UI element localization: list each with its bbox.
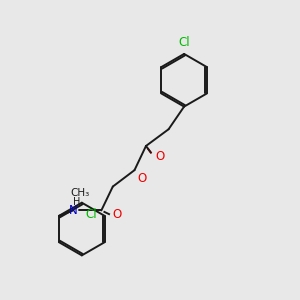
Text: O: O — [138, 172, 147, 185]
Text: Cl: Cl — [85, 208, 97, 221]
Text: N: N — [68, 204, 77, 217]
Text: CH₃: CH₃ — [70, 188, 90, 198]
Text: O: O — [155, 150, 165, 163]
Text: O: O — [112, 208, 121, 220]
Text: H: H — [74, 197, 81, 207]
Text: Cl: Cl — [178, 36, 190, 49]
